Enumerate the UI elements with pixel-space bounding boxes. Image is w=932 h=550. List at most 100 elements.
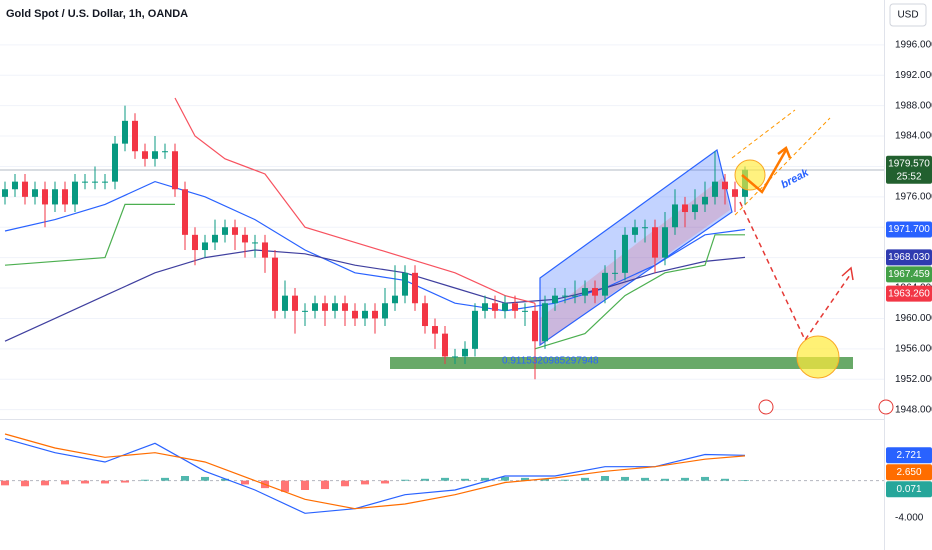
candle-body xyxy=(552,295,558,304)
histogram-bar xyxy=(501,476,509,481)
price-tag xyxy=(886,249,932,266)
candle-body xyxy=(212,234,218,243)
background xyxy=(0,0,885,550)
y-tick-label: 1988.000 xyxy=(895,100,932,111)
price-tag-label: 1971.700 xyxy=(888,224,930,235)
indicator-line xyxy=(534,234,745,350)
histogram-bar xyxy=(301,480,309,490)
price-tag xyxy=(886,447,932,464)
currency-button[interactable] xyxy=(889,3,927,27)
candle-body xyxy=(122,120,128,144)
candle-body xyxy=(702,196,708,205)
candle-body xyxy=(2,189,8,197)
candle-body xyxy=(372,310,378,319)
candle-body xyxy=(432,326,438,334)
indicator-line xyxy=(4,249,746,342)
histogram-bar xyxy=(401,479,409,481)
candle-body xyxy=(242,234,248,243)
candle-body xyxy=(82,181,88,183)
candle-body xyxy=(492,303,498,311)
candle-body xyxy=(312,303,318,311)
candle-body xyxy=(302,310,308,312)
histogram-bar xyxy=(1,480,9,486)
candle-body xyxy=(42,189,48,205)
candle-body xyxy=(192,234,198,251)
candle-body xyxy=(562,295,568,297)
histogram-bar xyxy=(681,477,689,481)
histogram-bar xyxy=(221,478,229,481)
price-tag xyxy=(886,266,932,283)
candle-body xyxy=(72,181,78,205)
support-zone xyxy=(390,357,853,369)
candle-body xyxy=(22,181,28,197)
candle-body xyxy=(102,181,108,183)
histogram-bar xyxy=(161,477,169,481)
y-tick-label: 1996.000 xyxy=(895,39,932,50)
histogram-bar xyxy=(601,476,609,481)
candle-body xyxy=(632,227,638,235)
price-tag-label: 1963.260 xyxy=(888,288,930,299)
event-icon[interactable] xyxy=(878,399,894,415)
price-tag-label: 2.650 xyxy=(896,467,921,478)
candle-body xyxy=(392,295,398,304)
price-tag xyxy=(886,464,932,481)
indicator-line xyxy=(174,97,536,304)
histogram-bar xyxy=(61,480,69,485)
candle-body xyxy=(502,303,508,311)
price-tag xyxy=(886,285,932,302)
histogram-bar xyxy=(141,479,149,481)
price-tag xyxy=(886,481,932,498)
y-tick-label: -4.000 xyxy=(895,513,924,524)
channel xyxy=(539,148,733,347)
indicator-line xyxy=(4,433,746,510)
candle-body xyxy=(642,227,648,229)
candle-body xyxy=(342,303,348,311)
histogram-bar xyxy=(281,480,289,492)
candle-body xyxy=(92,181,98,183)
histogram-bar xyxy=(81,480,89,484)
histogram-bar xyxy=(661,478,669,481)
candle-body xyxy=(142,151,148,159)
y-tick-label: 1952.000 xyxy=(895,374,932,385)
candle-body xyxy=(172,151,178,190)
histogram-bar xyxy=(621,476,629,481)
projection-arrow xyxy=(741,149,788,194)
candle-body xyxy=(252,242,258,244)
candle-body xyxy=(682,204,688,213)
candle-body xyxy=(62,189,68,205)
candle-body xyxy=(232,227,238,235)
candle-body xyxy=(332,303,338,311)
channel-extension xyxy=(734,117,831,216)
price-tag-label: 1968.030 xyxy=(888,252,930,263)
candle-body xyxy=(202,242,208,251)
arrow-head xyxy=(777,146,792,159)
highlight-circle xyxy=(734,159,766,191)
candle-body xyxy=(32,189,38,197)
candle-body xyxy=(522,310,528,312)
highlight-circle xyxy=(796,335,840,379)
plot xyxy=(1,97,749,514)
current-price-tag xyxy=(886,155,932,184)
countdown: 25:52 xyxy=(896,171,921,182)
histogram-bar xyxy=(721,478,729,481)
currency[interactable]: USD xyxy=(897,10,918,21)
arrow-head xyxy=(841,266,854,281)
histogram-bar xyxy=(241,480,249,485)
event-icon[interactable] xyxy=(758,399,774,415)
candle-body xyxy=(602,272,608,296)
y-tick-label: 1992.000 xyxy=(895,70,932,81)
candle-body xyxy=(482,303,488,311)
histogram-bar xyxy=(21,480,29,487)
y-tick-label: 1960.000 xyxy=(895,313,932,324)
candle-body xyxy=(542,303,548,342)
fib-label: 0.9115320985297948 xyxy=(502,356,599,367)
histogram-bar xyxy=(201,476,209,481)
candle-body xyxy=(112,143,118,182)
histogram-bar xyxy=(381,480,389,484)
candle-body xyxy=(362,310,368,319)
candle-body xyxy=(692,204,698,213)
panel-separator xyxy=(0,419,884,420)
price-tag-label: 1967.459 xyxy=(888,269,930,280)
